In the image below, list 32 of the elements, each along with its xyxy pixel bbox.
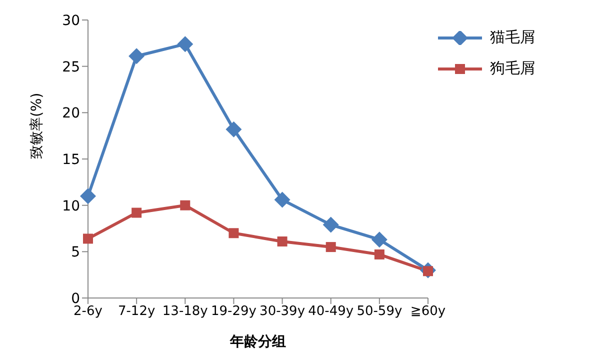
point: [180, 200, 190, 210]
point: [322, 216, 339, 233]
x-tick-label: 2-6y: [74, 304, 103, 320]
point: [326, 242, 336, 252]
y-tick-label: 20: [62, 106, 80, 122]
x-tick-label: 19-29y: [210, 304, 257, 320]
x-tick-label: 40-49y: [308, 304, 354, 320]
point: [228, 228, 239, 238]
point: [374, 249, 384, 260]
x-tick-label: 13-18y: [162, 304, 208, 320]
point: [83, 234, 93, 244]
y-tick-label: 30: [62, 12, 80, 29]
y-axis-title: 致敏率(%): [28, 92, 45, 159]
point: [371, 232, 388, 248]
y-tick-label: 25: [62, 59, 80, 76]
x-tick-label: 7-12y: [118, 304, 156, 320]
point: [132, 208, 142, 218]
point: [277, 236, 288, 246]
y-tick-label: 10: [62, 198, 80, 214]
x-axis-title: 年龄分组: [229, 334, 286, 350]
legend-label: 猫毛屑: [490, 28, 535, 47]
x-tick-label: 50-59y: [356, 304, 402, 320]
point: [177, 36, 194, 52]
x-tick-label: 30-39y: [260, 304, 306, 320]
point: [274, 192, 290, 208]
point: [128, 48, 145, 64]
x-tick-label: ≧60y: [410, 304, 446, 320]
point: [226, 121, 242, 138]
y-tick-label: 15: [62, 152, 80, 168]
y-tick-label: 5: [71, 244, 80, 261]
point: [80, 188, 96, 204]
legend-label: 狗毛屑: [490, 59, 535, 78]
